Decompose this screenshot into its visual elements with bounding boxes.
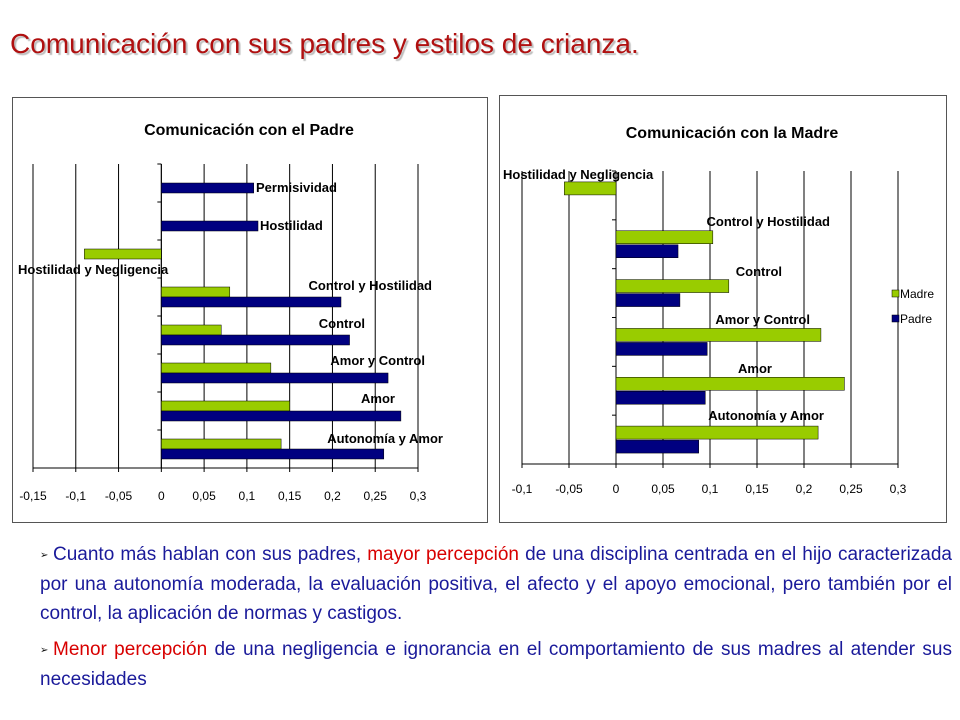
category-label: Control y Hostilidad	[707, 214, 831, 229]
bar	[615, 377, 845, 391]
x-tick-label: 0,1	[239, 489, 256, 503]
legend-swatch	[891, 289, 900, 298]
x-tick-label: 0	[158, 489, 165, 503]
bullet-text: de una disciplina centrada en el hijo ca…	[40, 544, 952, 624]
bar	[161, 362, 272, 374]
bullet-highlight: mayor percepción	[367, 544, 519, 565]
category-label: Permisividad	[256, 180, 337, 195]
mother-chart-svg: -0,1 -0,05 0 0,05 0,1 0,15 0,2 0,25 0,3 Autonomía…	[503, 125, 934, 496]
arrow-bullet-icon: ➢	[40, 550, 49, 561]
x-tick-label: 0,05	[651, 482, 675, 496]
category-label: Hostilidad	[260, 218, 323, 233]
bar	[615, 328, 822, 342]
category-label: Amor y Control	[715, 312, 810, 327]
bar	[161, 448, 385, 460]
bar	[615, 279, 730, 293]
category-label: Amor	[738, 361, 772, 376]
bullet-list: ➢ Cuanto más hablan con sus padres, mayor…	[40, 540, 952, 701]
x-tick-label: 0,2	[796, 482, 813, 496]
x-tick-label: 0,1	[702, 482, 719, 496]
bar	[161, 400, 290, 412]
x-tick-label: 0,25	[839, 482, 863, 496]
category-label: Control	[319, 316, 365, 331]
bar	[161, 438, 282, 450]
bar	[615, 244, 679, 258]
bar	[161, 410, 402, 422]
category-label: Autonomía y Amor	[708, 408, 824, 423]
legend-label: Padre	[900, 312, 932, 326]
bar	[615, 293, 681, 307]
bar	[161, 324, 222, 336]
x-tick-label: 0,3	[890, 482, 907, 496]
category-label: Autonomía y Amor	[327, 431, 443, 446]
bar	[615, 425, 819, 440]
bar	[615, 342, 708, 356]
x-tick-label: 0,2	[324, 489, 341, 503]
x-tick-label: -0,15	[19, 489, 47, 503]
mother-chart: -0,1 -0,05 0 0,05 0,1 0,15 0,2 0,25 0,3 Autonomía…	[499, 95, 947, 523]
x-tick-label: 0,3	[410, 489, 427, 503]
father-chart: -0,15 -0,1 -0,05 0 0,05 0,1 0,15 0,2 0,25 0,3 Auto…	[12, 97, 488, 523]
bullet-text: Cuanto más hablan con sus padres,	[53, 544, 368, 565]
bullet-item: ➢ Menor percepción de una negligencia e i…	[40, 635, 952, 694]
bar	[161, 286, 231, 298]
category-label: Amor	[361, 391, 395, 406]
bar	[161, 220, 259, 232]
x-tick-label: -0,1	[512, 482, 533, 496]
bar	[161, 296, 342, 308]
x-tick-label: 0,25	[364, 489, 388, 503]
category-label: Control	[736, 264, 782, 279]
x-tick-label: -0,1	[65, 489, 86, 503]
bar	[161, 372, 389, 384]
arrow-bullet-icon: ➢	[40, 645, 49, 656]
chart-title: Comunicación con el Padre	[144, 122, 354, 139]
bullet-item: ➢ Cuanto más hablan con sus padres, mayor…	[40, 540, 952, 628]
father-chart-svg: -0,15 -0,1 -0,05 0 0,05 0,1 0,15 0,2 0,25 0,3 Auto…	[18, 122, 443, 503]
x-tick-label: 0	[613, 482, 620, 496]
bar	[161, 334, 350, 346]
x-tick-label: 0,15	[278, 489, 302, 503]
chart-title: Comunicación con la Madre	[626, 125, 839, 142]
bar	[615, 391, 706, 405]
bullet-text: de una negligencia e ignorancia en el co…	[40, 639, 952, 690]
legend-label: Madre	[900, 287, 934, 301]
bar	[615, 230, 714, 244]
slide-title: Comunicación con sus padres y estilos de…	[10, 28, 639, 59]
legend-swatch	[891, 314, 900, 323]
x-tick-label: -0,05	[555, 482, 583, 496]
x-tick-label: -0,05	[105, 489, 133, 503]
bar	[84, 248, 162, 260]
x-tick-label: 0,15	[745, 482, 769, 496]
category-label: Hostilidad y Negligencia	[503, 167, 654, 182]
category-label: Control y Hostilidad	[309, 278, 433, 293]
category-label: Amor y Control	[330, 353, 425, 368]
x-tick-label: 0,05	[192, 489, 216, 503]
bar	[161, 182, 254, 194]
bar	[615, 439, 699, 454]
bar	[564, 181, 617, 196]
category-label: Hostilidad y Negligencia	[18, 262, 169, 277]
bullet-highlight: Menor percepción	[53, 639, 208, 660]
